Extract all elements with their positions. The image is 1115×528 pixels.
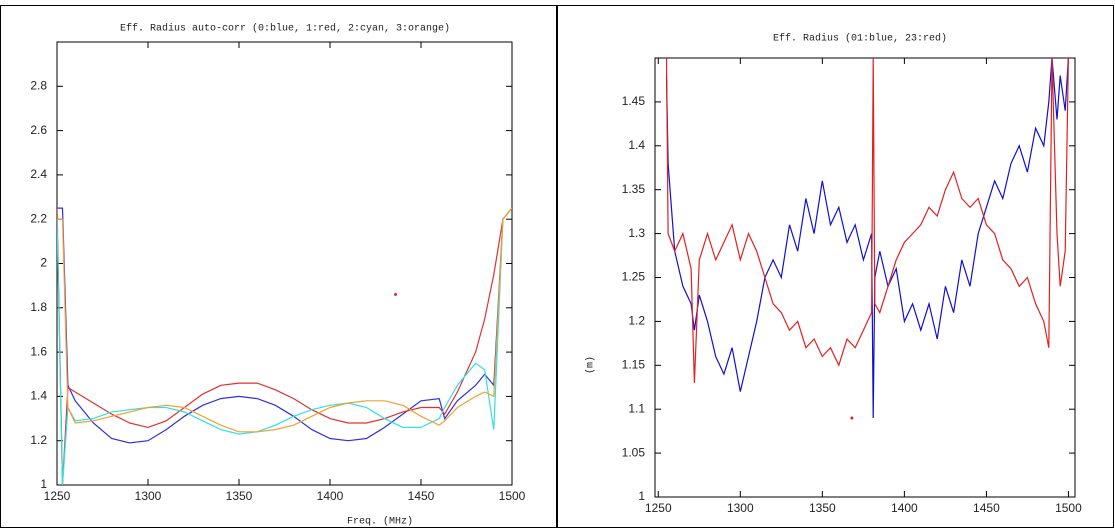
plot-frame	[654, 57, 1076, 498]
y-tick-label: 2	[40, 256, 47, 270]
y-tick-label: 1.05	[622, 445, 646, 459]
data-line	[57, 207, 512, 485]
x-tick-label: 1500	[1055, 501, 1082, 515]
data-line	[57, 207, 512, 433]
x-tick-label: 1400	[891, 501, 918, 515]
y-tick-label: 1.8	[30, 300, 47, 314]
data-point	[394, 293, 398, 297]
x-axis-label: Freq. (MHz)	[347, 516, 413, 528]
y-tick-label: 2.6	[30, 123, 47, 137]
data-point	[850, 416, 854, 420]
chart-title: Eff. Radius (01:blue, 23:red)	[773, 33, 947, 45]
plot-frame	[56, 41, 513, 486]
y-tick-label: 1.35	[622, 182, 646, 196]
plot-area	[665, 58, 1069, 420]
y-tick-label: 1.2	[628, 314, 645, 328]
x-tick-label: 1350	[809, 501, 836, 515]
left-panel	[0, 5, 557, 528]
y-axis-label: (m)	[585, 356, 597, 374]
y-tick-label: 1.4	[30, 389, 47, 403]
y-tick-label: 1	[638, 489, 645, 503]
y-tick-label: 1.25	[622, 270, 646, 284]
x-tick-label: 1400	[317, 489, 344, 503]
x-tick-label: 1300	[135, 489, 162, 503]
x-tick-label: 1300	[727, 501, 754, 515]
y-tick-label: 2.8	[30, 78, 47, 92]
x-tick-label: 1250	[44, 489, 71, 503]
y-tick-label: 1.2	[30, 433, 47, 447]
x-tick-label: 1450	[408, 489, 435, 503]
data-line	[665, 58, 1069, 383]
data-line	[665, 58, 1069, 419]
y-tick-label: 1.6	[30, 344, 47, 358]
x-tick-label: 1250	[645, 501, 672, 515]
data-line	[57, 207, 512, 485]
y-tick-label: 2.4	[30, 167, 47, 181]
chart-title: Eff. Radius auto-corr (0:blue, 1:red, 2:…	[120, 23, 450, 35]
x-tick-label: 1350	[226, 489, 253, 503]
y-tick-label: 1.45	[622, 94, 646, 108]
y-tick-label: 2.2	[30, 211, 47, 225]
y-tick-label: 1.1	[628, 401, 645, 415]
y-tick-label: 1.3	[628, 226, 645, 240]
y-tick-label: 1.15	[622, 357, 646, 371]
y-tick-label: 1.4	[628, 138, 645, 152]
plot-area	[57, 207, 512, 485]
x-tick-label: 1450	[973, 501, 1000, 515]
data-line	[57, 207, 512, 444]
x-tick-label: 1500	[499, 489, 526, 503]
y-tick-label: 1	[40, 477, 47, 491]
